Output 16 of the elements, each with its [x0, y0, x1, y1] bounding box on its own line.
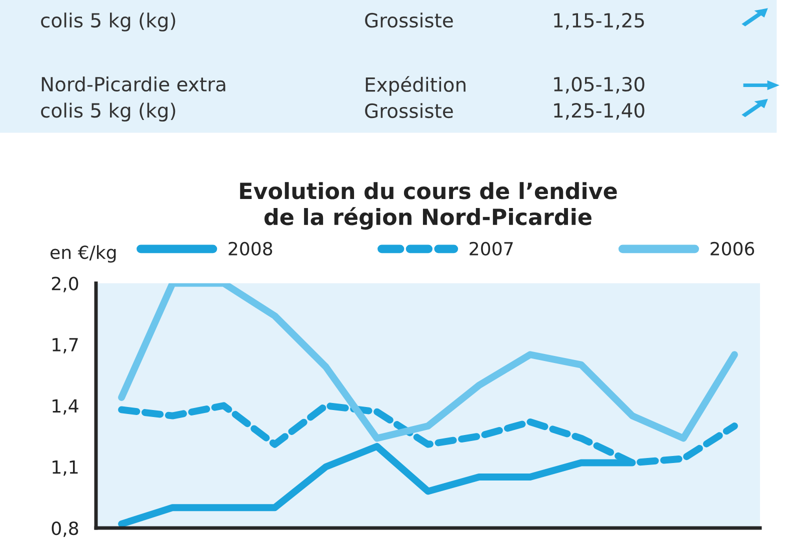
y-tick-label: 1,1	[52, 460, 78, 476]
text: Expédition Grossiste	[365, 76, 466, 118]
y-tick-label: 2,0	[52, 276, 78, 292]
legend-label: 2008	[228, 242, 272, 256]
text: 1,05-1,30 1,25-1,40	[554, 76, 644, 120]
text: colis 5 kg (kg)	[41, 12, 176, 32]
text: Grossiste	[365, 12, 453, 28]
legend-label: 2007	[470, 242, 513, 256]
chart-title: Evolution du cours de l’endive de la région Nord-Picardie	[240, 182, 617, 230]
y-tick-label: 1,7	[52, 338, 78, 354]
text: 1,15-1,25	[554, 12, 644, 30]
text: Nord-Picardie extra colis 5 kg (kg)	[41, 76, 226, 122]
y-tick-label: 0,8	[52, 521, 78, 537]
legend-label: 2006	[710, 242, 754, 256]
y-tick-label: 1,4	[52, 399, 78, 415]
y-axis-title: en €/kg	[50, 245, 116, 263]
